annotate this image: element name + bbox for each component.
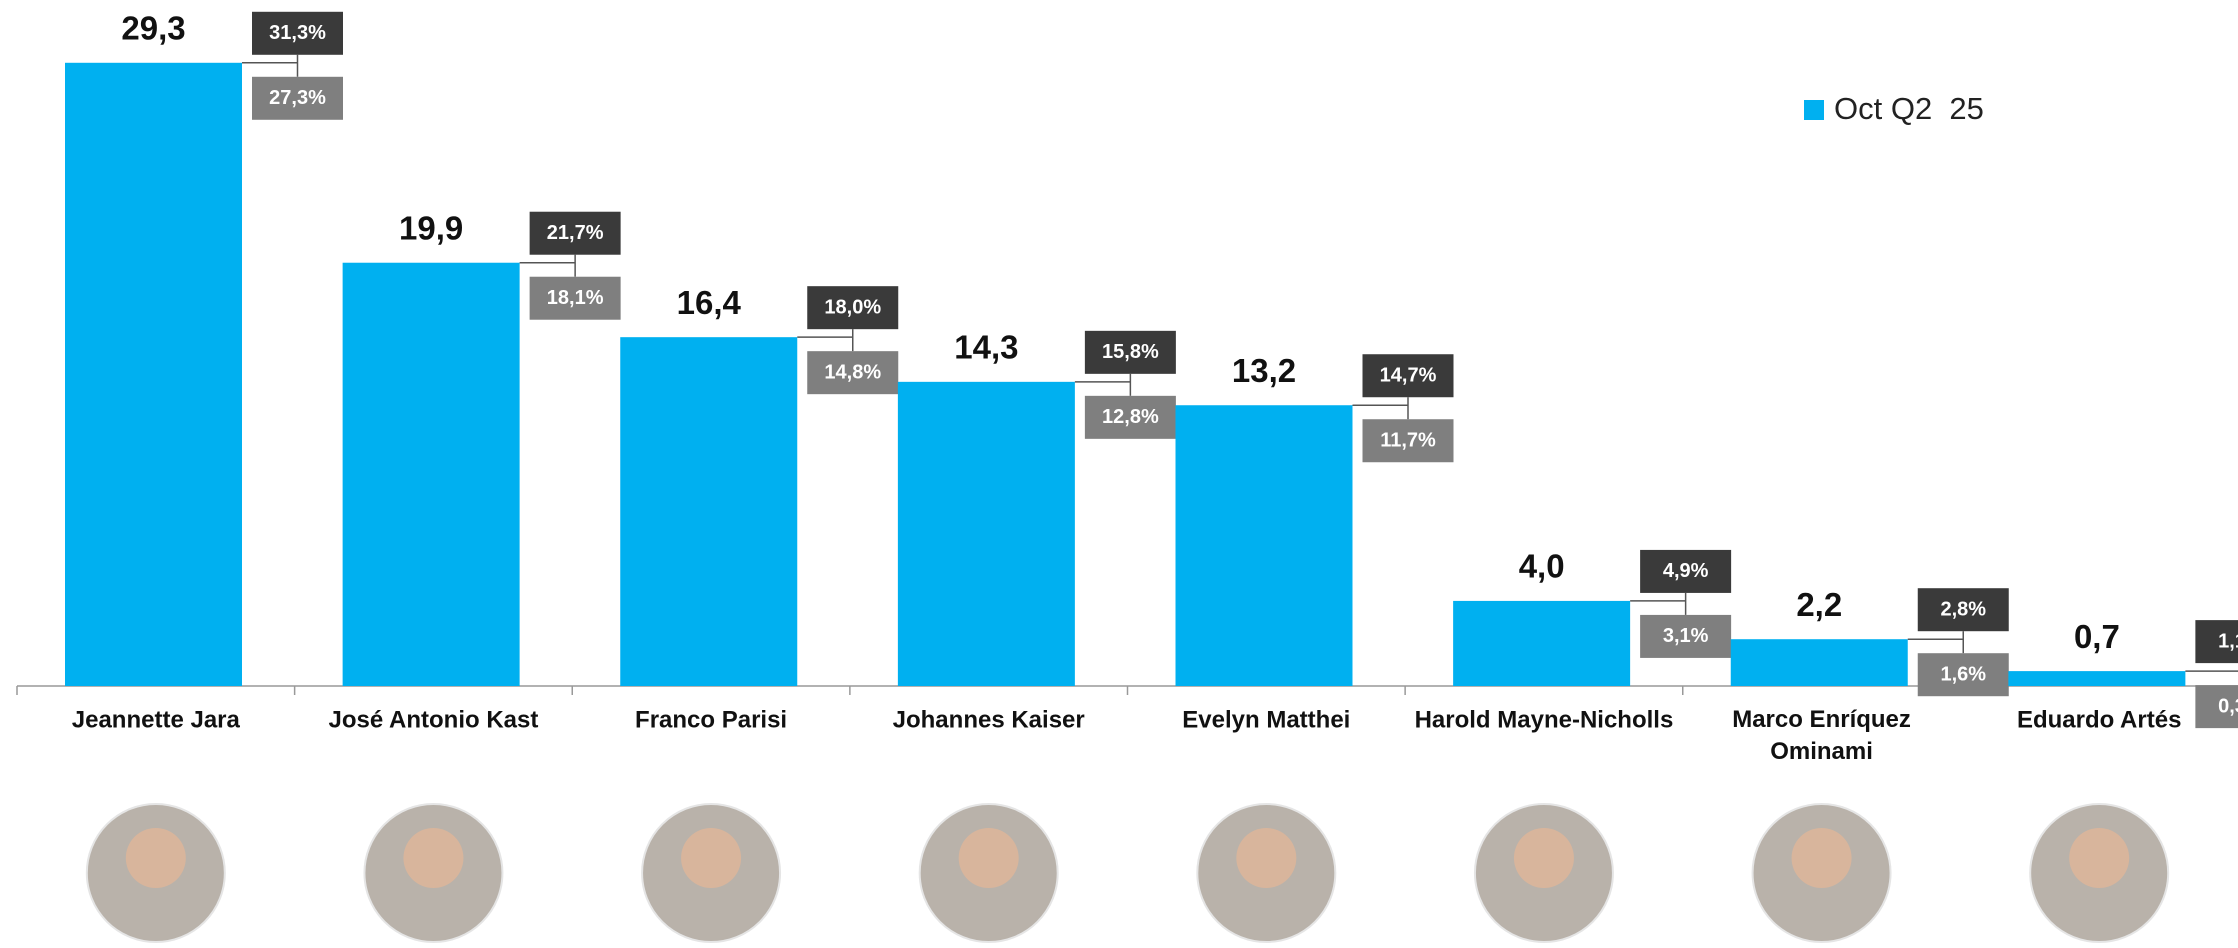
lower-label: 18,1% — [547, 287, 604, 309]
bar — [342, 262, 520, 686]
upper-box — [1917, 588, 2009, 632]
label-line: Marco Enríquez — [1732, 706, 1911, 733]
bar — [2008, 671, 2186, 686]
value-label: 4,0 — [1519, 548, 1565, 585]
x-tick-label: José Antonio Kast — [329, 706, 539, 733]
x-tick-label: Evelyn Matthei — [1182, 706, 1350, 733]
photo-face — [958, 828, 1019, 888]
bar — [1730, 639, 1908, 686]
lower-box — [2195, 685, 2238, 729]
photo-face — [403, 828, 464, 888]
upper-label: 14,7% — [1380, 365, 1437, 387]
lower-box — [807, 351, 899, 395]
upper-box — [2195, 620, 2238, 664]
upper-label: 2,8% — [1940, 598, 1986, 620]
value-label: 14,3 — [954, 329, 1018, 366]
bar — [620, 337, 798, 686]
x-tick-label: Jeannette Jara — [72, 706, 241, 733]
x-tick-label: Franco Parisi — [635, 706, 787, 733]
x-tick-label: Johannes Kaiser — [893, 706, 1085, 733]
lower-box — [1362, 419, 1454, 463]
upper-box — [807, 286, 899, 330]
lower-label: 1,6% — [1940, 663, 1986, 685]
label-line: Ominami — [1770, 738, 1873, 765]
value-label: 19,9 — [399, 209, 463, 246]
value-label: 13,2 — [1232, 352, 1296, 389]
bar — [897, 381, 1075, 686]
upper-label: 21,7% — [547, 222, 604, 244]
lower-label: 3,1% — [1663, 625, 1709, 647]
value-label: 2,2 — [1796, 586, 1842, 623]
upper-box — [252, 11, 343, 55]
lower-box — [529, 276, 621, 320]
lower-box — [1084, 395, 1176, 439]
legend-label: Oct Q2 25 — [1834, 91, 1984, 126]
photo-face — [1791, 828, 1852, 888]
upper-box — [1640, 549, 1732, 593]
x-tick-label: Marco Enríquez Ominami — [1732, 706, 1911, 765]
upper-label: 4,9% — [1663, 560, 1709, 582]
upper-box — [529, 211, 621, 255]
bar — [65, 62, 242, 686]
value-label: 29,3 — [121, 10, 185, 47]
upper-label: 31,3% — [269, 22, 326, 44]
x-tick-label: Harold Mayne-Nicholls — [1415, 706, 1674, 733]
lower-label: 14,8% — [824, 361, 881, 383]
lower-label: 12,8% — [1102, 406, 1159, 428]
x-tick-label: Eduardo Artés — [2017, 706, 2181, 733]
upper-box — [1084, 330, 1176, 374]
value-label: 16,4 — [677, 284, 742, 321]
photo-face — [1513, 828, 1574, 888]
value-label: 0,7 — [2074, 618, 2120, 655]
lower-box — [1640, 614, 1732, 658]
legend-swatch — [1804, 100, 1824, 120]
lower-label: 11,7% — [1380, 430, 1436, 452]
bar — [1175, 405, 1353, 686]
lower-box — [1917, 653, 2009, 697]
photo-face — [681, 828, 742, 888]
upper-label: 15,8% — [1102, 341, 1159, 363]
upper-label: 1,1% — [2218, 630, 2238, 652]
lower-label: 27,3% — [269, 87, 326, 109]
lower-box — [252, 76, 343, 120]
legend: Oct Q2 25 — [1804, 91, 1984, 126]
lower-label: 0,3% — [2218, 695, 2238, 717]
photo-face — [125, 828, 186, 888]
upper-box — [1362, 354, 1454, 398]
upper-label: 18,0% — [824, 296, 881, 318]
photo-face — [1236, 828, 1297, 888]
photo-face — [2069, 828, 2130, 888]
bar — [1453, 600, 1631, 686]
